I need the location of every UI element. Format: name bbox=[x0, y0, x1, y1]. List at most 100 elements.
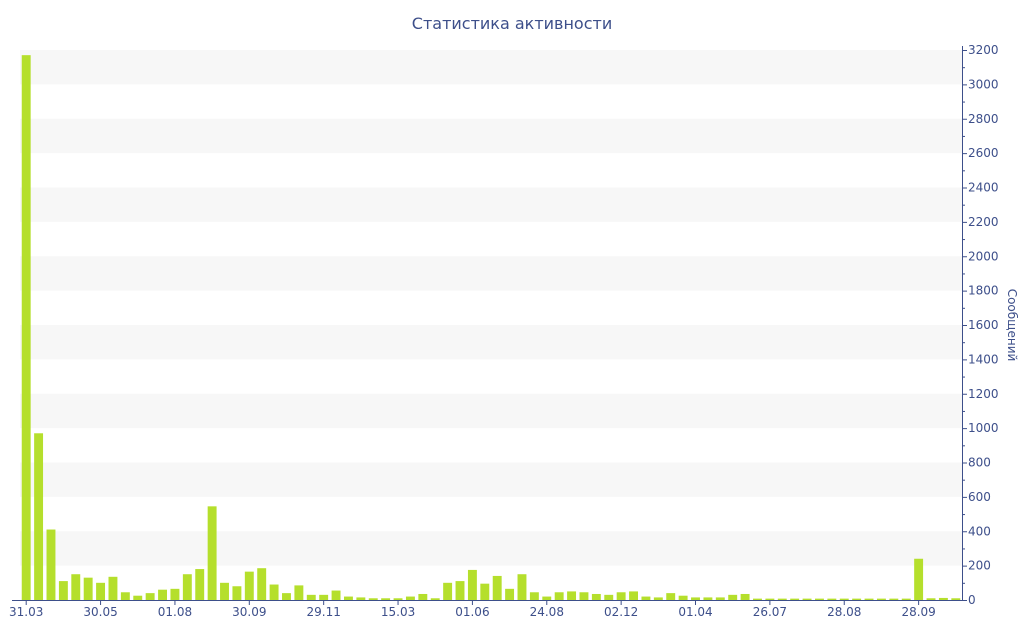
x-tick-label: 30.09 bbox=[232, 605, 266, 619]
y-tick-label: 1000 bbox=[968, 421, 999, 435]
bar bbox=[554, 592, 564, 600]
y-tick-label: 2400 bbox=[968, 181, 999, 195]
bar bbox=[641, 596, 651, 600]
bar bbox=[418, 593, 428, 600]
tick-labels: 0 200 400 600 800 1000 1200 1400 1600 1800 2000 220… bbox=[9, 43, 999, 619]
bar bbox=[170, 588, 180, 600]
bar bbox=[938, 597, 948, 600]
x-tick-label: 01.08 bbox=[158, 605, 192, 619]
bar bbox=[703, 597, 713, 600]
bar bbox=[616, 592, 626, 600]
bar bbox=[951, 598, 961, 600]
bar bbox=[319, 594, 329, 600]
bar bbox=[914, 558, 924, 600]
x-tick-label: 28.09 bbox=[901, 605, 935, 619]
y-tick-label: 2800 bbox=[968, 112, 999, 126]
bar bbox=[220, 582, 229, 600]
bar bbox=[926, 598, 936, 600]
bar bbox=[591, 593, 601, 600]
bars bbox=[21, 55, 961, 601]
grid-band bbox=[20, 256, 962, 291]
y-tick-label: 0 bbox=[968, 593, 976, 607]
bar bbox=[207, 506, 217, 600]
x-tick-label: 28.08 bbox=[827, 605, 861, 619]
bar bbox=[430, 598, 440, 600]
bar bbox=[492, 575, 502, 600]
x-tick-label: 29.11 bbox=[306, 605, 340, 619]
bar bbox=[740, 593, 750, 600]
bar bbox=[182, 574, 192, 600]
bar bbox=[120, 592, 130, 600]
y-tick-label: 1200 bbox=[968, 387, 999, 401]
axes bbox=[12, 46, 967, 605]
y-tick-label: 2600 bbox=[968, 146, 999, 160]
bar bbox=[344, 596, 353, 600]
bar bbox=[666, 593, 676, 601]
y-tick-label: 2200 bbox=[968, 215, 999, 229]
bar bbox=[244, 571, 254, 600]
bar bbox=[529, 592, 539, 600]
bar bbox=[876, 598, 886, 601]
y-tick-label: 3200 bbox=[968, 43, 999, 57]
y-tick-label: 3000 bbox=[968, 77, 999, 91]
bar bbox=[889, 598, 899, 601]
y-tick-label: 1600 bbox=[968, 318, 999, 332]
bar bbox=[381, 598, 391, 600]
bar bbox=[579, 592, 589, 600]
bar bbox=[21, 55, 31, 601]
chart-title: Статистика активности bbox=[411, 14, 613, 33]
bar bbox=[777, 598, 787, 601]
x-tick-label: 01.06 bbox=[455, 605, 489, 619]
bar bbox=[480, 583, 490, 600]
bar bbox=[852, 598, 862, 601]
x-tick-label: 02.12 bbox=[604, 605, 638, 619]
bar bbox=[864, 598, 874, 601]
bar bbox=[653, 597, 663, 600]
y-tick-label: 2000 bbox=[968, 249, 999, 263]
y-tick-label: 400 bbox=[968, 524, 991, 538]
bar bbox=[715, 597, 725, 600]
bar bbox=[145, 593, 155, 601]
bar bbox=[282, 593, 291, 601]
bar bbox=[443, 582, 453, 600]
bar bbox=[133, 595, 143, 600]
bar bbox=[815, 598, 824, 601]
y-tick-label: 1800 bbox=[968, 284, 999, 298]
grid-band bbox=[20, 393, 962, 429]
x-tick-label: 24.08 bbox=[530, 605, 564, 619]
bar bbox=[691, 597, 700, 600]
bar bbox=[356, 597, 366, 600]
bar bbox=[96, 582, 106, 600]
bar bbox=[505, 588, 515, 600]
bar bbox=[83, 577, 93, 600]
bar bbox=[790, 598, 800, 601]
bar bbox=[765, 598, 775, 601]
bar bbox=[802, 598, 812, 601]
bar bbox=[604, 594, 614, 600]
bar bbox=[158, 589, 167, 600]
y-tick-label: 800 bbox=[968, 456, 991, 470]
grid-band bbox=[20, 462, 962, 497]
x-tick-label: 30.05 bbox=[83, 605, 117, 619]
bar bbox=[393, 598, 403, 600]
y-tick-label: 200 bbox=[968, 559, 991, 573]
grid-bands bbox=[20, 50, 962, 566]
bar bbox=[108, 576, 118, 600]
bar bbox=[257, 568, 267, 600]
grid-band bbox=[20, 187, 962, 222]
bar bbox=[467, 569, 477, 600]
bar bbox=[368, 598, 378, 600]
bar bbox=[34, 433, 44, 600]
bar bbox=[542, 596, 552, 600]
bar bbox=[269, 584, 279, 600]
bar bbox=[71, 574, 81, 600]
grid-band bbox=[20, 50, 962, 85]
bar bbox=[46, 529, 56, 600]
x-tick-label: 31.03 bbox=[9, 605, 43, 619]
bar bbox=[827, 598, 837, 601]
grid-band bbox=[20, 118, 962, 154]
bar bbox=[753, 598, 762, 601]
bar bbox=[232, 586, 242, 600]
